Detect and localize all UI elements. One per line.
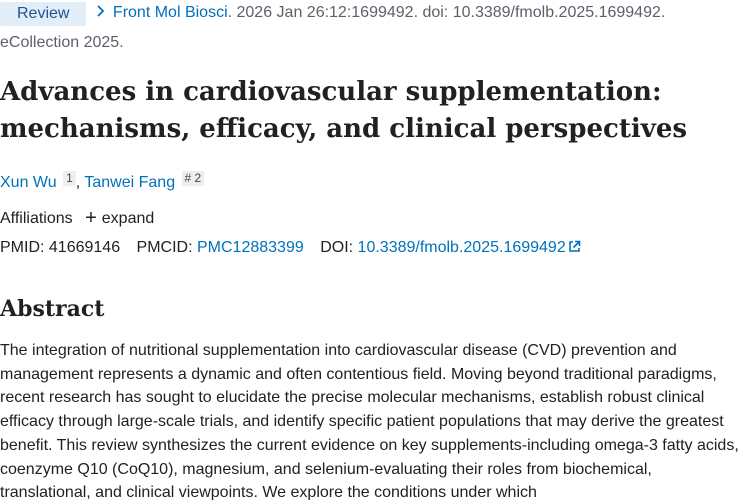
citation-line: Review Front Mol Biosci. 2026 Jan 26:12:…: [0, 2, 665, 26]
doi-link[interactable]: 10.3389/fmolb.2025.1699492: [358, 239, 581, 256]
author-link[interactable]: Xun Wu: [0, 174, 57, 191]
author-link[interactable]: Tanwei Fang: [84, 174, 176, 191]
external-link-icon: [568, 240, 581, 252]
plus-icon: +: [85, 207, 97, 229]
author-affiliation-ref[interactable]: # 2: [181, 171, 205, 186]
citation-details: 2026 Jan 26:12:1699492. doi: 10.3389/fmo…: [232, 4, 666, 21]
expand-affiliations-button[interactable]: + expand: [85, 207, 155, 229]
doi-group: DOI: 10.3389/fmolb.2025.1699492: [320, 239, 581, 256]
pmcid-group: PMCID: PMC12883399: [137, 239, 304, 256]
article-type-badge: Review: [0, 2, 87, 26]
pmcid-link[interactable]: PMC12883399: [197, 239, 304, 256]
abstract-heading: Abstract: [0, 296, 105, 322]
pmcid-label: PMCID:: [136, 239, 193, 256]
pmid-group: PMID: 41669146: [0, 239, 120, 256]
pmid-value: 41669146: [48, 239, 121, 256]
author-list: Xun Wu 1, Tanwei Fang # 2: [0, 171, 205, 194]
identifiers-row: PMID: 41669146 PMCID: PMC12883399 DOI: 1…: [0, 237, 593, 259]
article-title: Advances in cardiovascular supplementati…: [0, 77, 688, 144]
author-affiliation-ref[interactable]: 1: [63, 171, 76, 186]
expand-label: expand: [101, 210, 155, 227]
affiliations-label: Affiliations: [0, 210, 73, 227]
affiliations-row: Affiliations + expand: [0, 208, 154, 230]
abstract-text: The integration of nutritional supplemen…: [0, 342, 739, 500]
doi-value: 10.3389/fmolb.2025.1699492: [357, 239, 566, 256]
pmid-label: PMID:: [0, 239, 45, 256]
doi-label: DOI:: [320, 239, 354, 256]
author-separator: ,: [75, 174, 85, 191]
journal-link[interactable]: Front Mol Biosci.: [112, 4, 233, 21]
chevron-right-icon: [97, 5, 105, 17]
ecollection-line: eCollection 2025.: [0, 34, 124, 51]
